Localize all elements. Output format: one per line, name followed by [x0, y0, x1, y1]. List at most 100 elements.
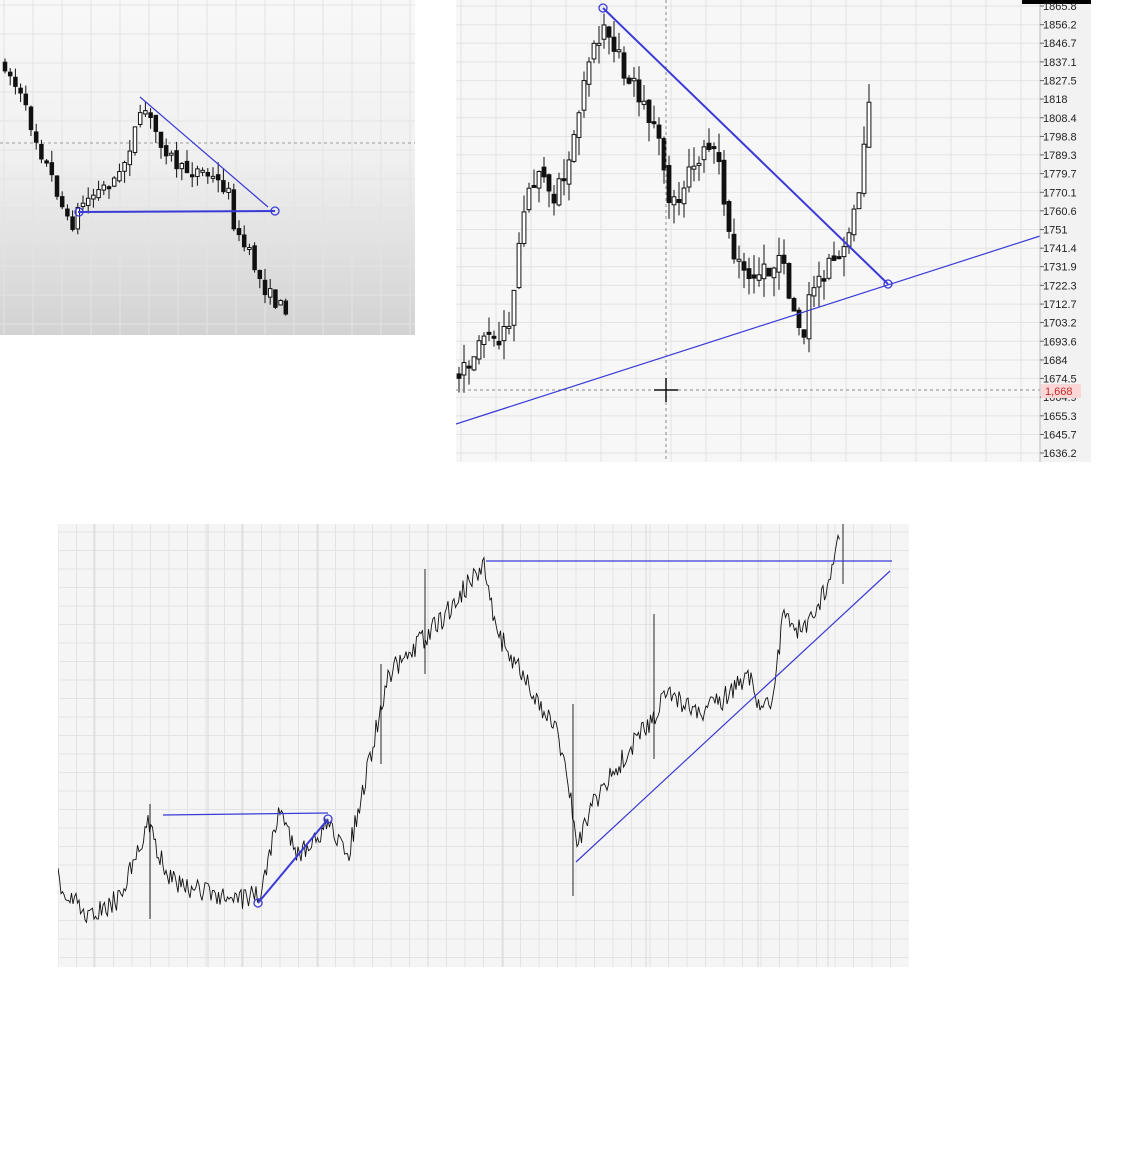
price-series-line [58, 533, 840, 924]
chart-b-candle [811, 287, 817, 297]
chart-a-candle [7, 71, 13, 77]
price-tick-label: 1655.3 [1043, 411, 1077, 423]
chart-b-candle [716, 152, 722, 163]
chart-b-candle [686, 166, 692, 188]
chart-b-candle [681, 187, 687, 205]
chart-b-candle [831, 255, 837, 261]
price-tick-label: 1798.8 [1043, 131, 1077, 143]
chart-a-candle [111, 177, 117, 187]
chart-b-candle [706, 142, 712, 150]
chart-a-candle [163, 145, 169, 157]
chart-b-candle [481, 335, 487, 346]
chart-a-candle [221, 180, 226, 193]
current-price-label: 1,668 [1045, 386, 1073, 398]
trendline-support-ascending [456, 235, 1041, 425]
trendline-anchor-marker [323, 814, 333, 824]
chart-a-candle [215, 174, 221, 181]
chart-a-candle [267, 288, 273, 298]
chart-b-candle [786, 263, 792, 299]
price-tick-label: 1856.2 [1043, 20, 1077, 32]
chart-a-candle [39, 143, 44, 160]
chart-a-candle [122, 162, 127, 172]
price-tick-label: 1674.5 [1043, 373, 1077, 385]
price-tick-label: 1722.3 [1043, 280, 1077, 292]
chart-a-candle [148, 112, 153, 118]
chart-a-candle [174, 150, 179, 170]
price-tick-label: 1789.3 [1043, 150, 1077, 162]
chart-b-candle [571, 134, 577, 162]
chart-a-candle [70, 216, 75, 230]
chart-b-candle [546, 174, 552, 192]
chart-b-candle [746, 268, 752, 280]
chart-a-candle [195, 168, 200, 178]
chart-a-candle [226, 187, 231, 193]
trendline-resistance-left [162, 812, 329, 816]
chart-b-candle [796, 309, 802, 329]
chart-b-candle [676, 199, 682, 203]
chart-b-candle [586, 61, 592, 85]
chart-b-candle [466, 365, 472, 369]
price-tick-label: 1770.1 [1043, 187, 1077, 199]
chart-a-candle [231, 189, 237, 230]
chart-b-candle [621, 52, 627, 79]
chart-b-candle [731, 233, 737, 260]
chart-b-candle [631, 77, 637, 82]
price-tick-label: 1846.7 [1043, 38, 1077, 50]
chart-b-candle [471, 356, 477, 371]
chart-b-candle [606, 26, 612, 38]
chart-a-candle [80, 202, 86, 208]
chart-b-candle [601, 24, 607, 40]
chart-a-candle [54, 175, 60, 197]
chart-a-candle [278, 299, 283, 306]
trendline-anchor-marker [270, 206, 280, 216]
chart-b-candle [461, 362, 467, 376]
chart-a-candle [106, 186, 112, 190]
chart-a-candle [49, 162, 55, 176]
chart-b-candle [851, 208, 857, 236]
chart-a-candle [153, 114, 159, 132]
chart-top-left-svg [0, 0, 415, 335]
trendline-support-ascending [575, 570, 891, 863]
chart-a-candle [23, 93, 29, 106]
chart-b-candle [661, 137, 667, 171]
chart-a-candle [262, 279, 268, 296]
chart-b-candle [656, 124, 662, 139]
chart-a-candle [210, 175, 216, 179]
price-tick-label: 1636.2 [1043, 448, 1077, 460]
chart-b-candle [531, 184, 537, 188]
chart-a-candle [273, 289, 278, 308]
chart-b-candle [516, 242, 522, 289]
current-price-tag [1041, 384, 1081, 399]
chart-b-candle [666, 165, 672, 204]
chart-a-candle [257, 270, 263, 280]
chart-b-candle [766, 267, 772, 277]
chart-b-candle [501, 326, 507, 342]
trendline-resistance-descending [602, 7, 889, 285]
chart-b-candle [561, 178, 567, 182]
chart-a-candle [143, 110, 148, 115]
chart-a-candle [241, 234, 247, 248]
chart-panel-top-right: 1865.8 1856.2 1846.7 1837.1 1827.5 1818 1808.4… [456, 0, 1091, 462]
chart-b-candle [536, 170, 542, 189]
chart-a-candle [101, 184, 107, 191]
chart-b-candle [491, 335, 497, 339]
chart-panel-bottom [58, 524, 909, 967]
chart-panel-top-left [0, 0, 415, 335]
chart-b-candle [791, 298, 797, 312]
chart-b-candle [671, 196, 677, 206]
price-tick-label: 1751 [1043, 225, 1067, 237]
chart-b-candle [771, 267, 777, 279]
chart-b-candle [626, 77, 632, 84]
price-tick-label: 1741.4 [1043, 243, 1077, 255]
chart-a-candle [65, 208, 70, 217]
chart-bottom-svg [58, 524, 909, 967]
price-tick-label: 1808.4 [1043, 113, 1077, 125]
chart-a-candle [13, 76, 18, 87]
chart-b-candle [511, 289, 517, 326]
chart-b-candle [816, 275, 822, 288]
chart-b-candle [806, 294, 812, 340]
chart-b-candle [456, 373, 462, 379]
chart-b-candle [841, 246, 847, 258]
chart-b-candle [521, 211, 527, 245]
chart-b-candle [641, 100, 647, 105]
